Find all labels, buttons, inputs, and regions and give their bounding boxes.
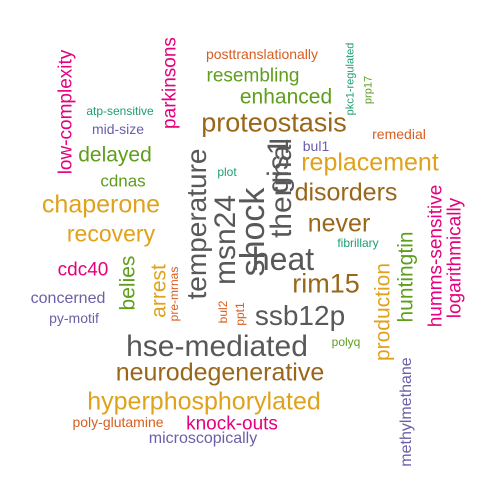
word-production: production: [371, 262, 395, 362]
word-heat: heat: [251, 241, 315, 277]
word-resembling: resembling: [206, 65, 300, 87]
word-hyperphosphorylated: hyperphosphorylated: [87, 387, 321, 416]
word-hse-mediated: hse-mediated: [126, 330, 308, 363]
word-recovery: recovery: [66, 220, 156, 247]
word-bul1: bul1: [302, 138, 330, 154]
word-ppt1: ppt1: [233, 302, 247, 326]
word-cdnas: cdnas: [100, 171, 146, 191]
word-chaperone: chaperone: [41, 190, 161, 219]
word-delayed: delayed: [78, 143, 152, 167]
word-enhanced: enhanced: [239, 85, 333, 109]
word-never: never: [307, 209, 371, 238]
word-low-complexity: low-complexity: [55, 49, 77, 175]
word-bul2: bul2: [216, 300, 230, 324]
word-knock-outs: knock-outs: [186, 413, 278, 435]
word-atp-sensitive: atp-sensitive: [86, 104, 154, 118]
word-huntingtin: huntingtin: [394, 231, 418, 323]
word-microscopically: microscopically: [148, 430, 258, 447]
word-pre-mrnas: pre-mrnas: [167, 266, 181, 322]
word-fibrillary: fibrillary: [337, 236, 379, 250]
word-prp17: prp17: [362, 75, 375, 105]
word-rim15: rim15: [292, 268, 360, 299]
word-methylmethane: methylmethane: [398, 357, 415, 467]
word-neurodegenerative: neurodegenerative: [115, 358, 325, 387]
word-shock: shock: [234, 187, 272, 277]
word-remedial: remedial: [372, 126, 426, 142]
word-temperature: temperature: [181, 148, 212, 300]
word-posttranslationally: posttranslationally: [205, 46, 319, 62]
word-py-motif: py-motif: [49, 310, 99, 326]
word-poly-glutamine: poly-glutamine: [72, 414, 164, 430]
word-ssb12p: ssb12p: [254, 300, 346, 331]
word-logarithmically: logarithmically: [444, 197, 466, 319]
word-concerned: concerned: [30, 290, 106, 307]
word-pkc1-regulated: pkc1-regulated: [344, 42, 357, 116]
word-humms-sensitive: humms-sensitive: [425, 184, 447, 328]
word-polyq: polyq: [331, 335, 361, 349]
word-replacement: replacement: [301, 148, 439, 177]
word-proteostasis: proteostasis: [201, 107, 347, 138]
word-mid-size: mid-size: [91, 121, 145, 137]
word-cdc40: cdc40: [57, 259, 109, 281]
word-parkinsons: parkinsons: [159, 37, 181, 129]
word-disorders: disorders: [294, 178, 398, 207]
word-plot: plot: [217, 165, 237, 179]
word-belies: belies: [116, 255, 140, 311]
